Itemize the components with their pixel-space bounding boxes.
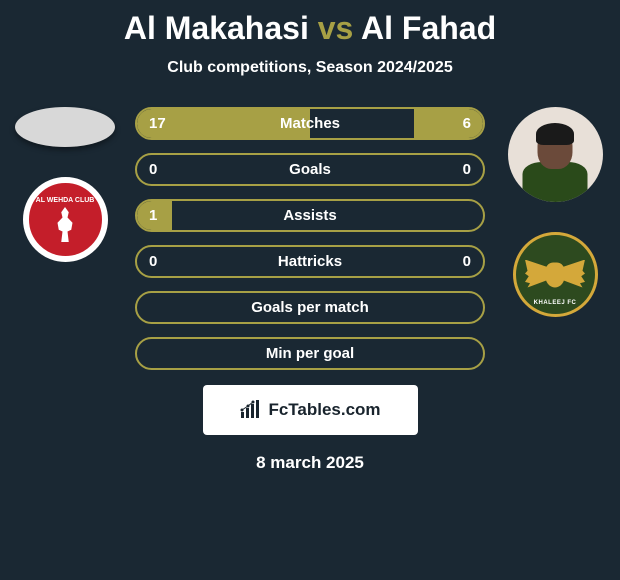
left-column: AL WEHDA CLUB <box>10 107 120 262</box>
club2-badge-label: KHALEEJ FC <box>534 300 577 306</box>
club1-badge-figure-icon <box>53 207 78 242</box>
right-column: KHALEEJ FC <box>500 107 610 317</box>
page-title: Al Makahasi vs Al Fahad <box>0 0 620 47</box>
branding-chart-icon <box>239 400 263 420</box>
stat-label: Min per goal <box>266 345 354 362</box>
stat-value-left: 0 <box>149 161 157 178</box>
stat-label: Hattricks <box>278 253 342 270</box>
stat-label: Assists <box>283 207 336 224</box>
stat-label: Goals per match <box>251 299 369 316</box>
stat-row: Min per goal <box>135 337 485 370</box>
stat-value-right: 0 <box>463 253 471 270</box>
content-area: AL WEHDA CLUB 17 Matches 6 0 Goals 0 1 Assists 0… <box>0 107 620 370</box>
stat-value-left: 0 <box>149 253 157 270</box>
club2-badge-eagle-icon <box>525 255 585 295</box>
stat-value-right: 6 <box>463 115 471 132</box>
vs-separator: vs <box>318 10 354 46</box>
stat-fill-right <box>414 109 483 138</box>
stat-row: 0 Goals 0 <box>135 153 485 186</box>
stat-value-left: 1 <box>149 207 157 224</box>
club1-badge: AL WEHDA CLUB <box>23 177 108 262</box>
branding-badge[interactable]: FcTables.com <box>203 385 418 435</box>
subtitle: Club competitions, Season 2024/2025 <box>0 59 620 77</box>
stats-table: 17 Matches 6 0 Goals 0 1 Assists 0 Hattricks 0 Goal… <box>135 107 485 370</box>
stat-value-left: 17 <box>149 115 166 132</box>
stat-row: 0 Hattricks 0 <box>135 245 485 278</box>
club2-badge: KHALEEJ FC <box>513 232 598 317</box>
stat-label: Goals <box>289 161 331 178</box>
date-label: 8 march 2025 <box>0 453 620 473</box>
stat-row: 1 Assists <box>135 199 485 232</box>
player1-name: Al Makahasi <box>124 10 309 46</box>
stat-row: Goals per match <box>135 291 485 324</box>
player2-avatar <box>508 107 603 202</box>
branding-text: FcTables.com <box>268 400 380 420</box>
stat-row: 17 Matches 6 <box>135 107 485 140</box>
player1-avatar-placeholder <box>15 107 115 147</box>
club1-badge-label: AL WEHDA CLUB <box>36 197 95 204</box>
player2-silhouette-icon <box>520 127 590 202</box>
player2-name: Al Fahad <box>361 10 496 46</box>
stat-label: Matches <box>280 115 340 132</box>
stat-value-right: 0 <box>463 161 471 178</box>
